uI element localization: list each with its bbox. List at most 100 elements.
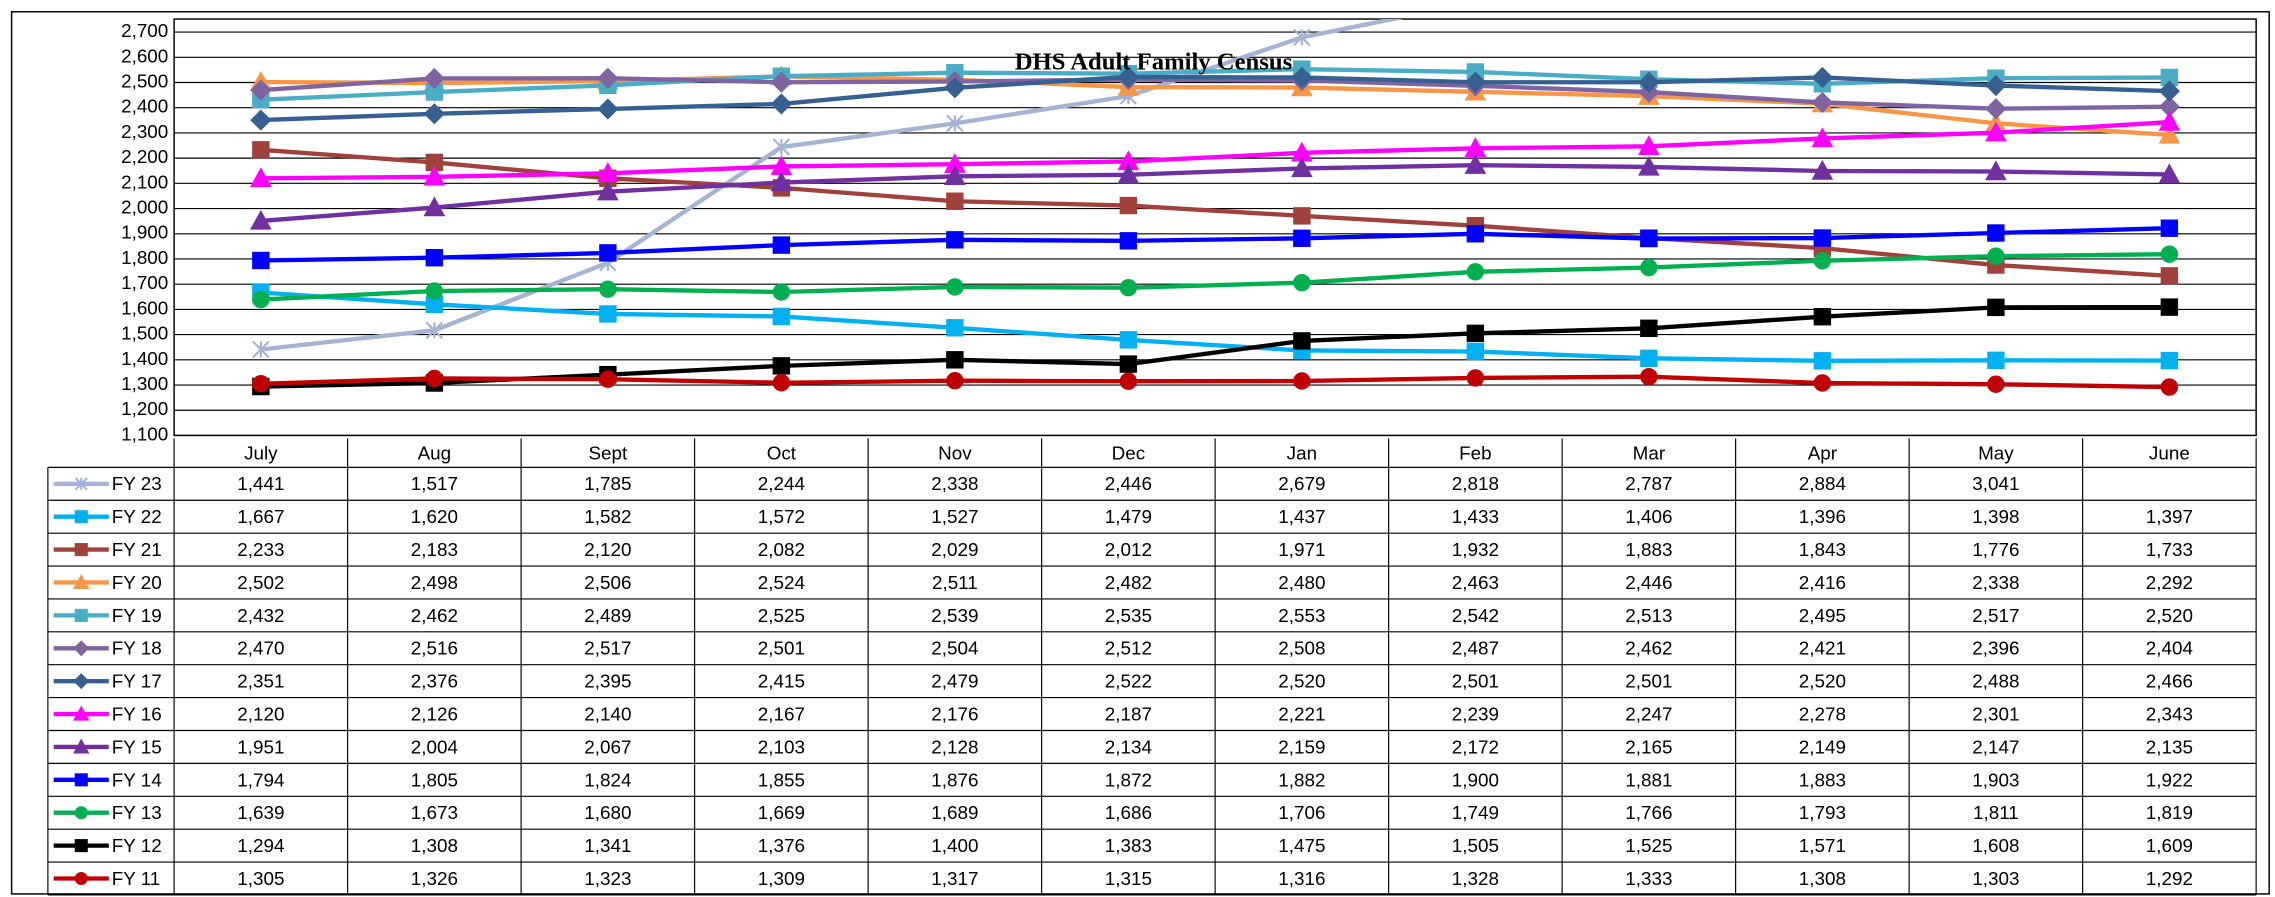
table-value: 2,187 [1105,703,1152,724]
table-value: 2,351 [237,671,284,692]
marker [599,370,617,388]
table-value: 2,525 [758,605,805,626]
marker [2160,378,2179,396]
table-value: 1,582 [584,506,631,527]
table-value: 2,542 [1452,605,1499,626]
legend-label: FY 20 [112,572,162,593]
table-value: 1,639 [237,802,284,823]
table-value: 2,004 [411,736,458,757]
marker [770,93,792,115]
y-tick-label: 1,700 [121,272,168,293]
x-tick-label: Sept [588,442,628,463]
x-tick-label: Jan [1287,442,1317,463]
marker [2160,351,2179,370]
table-value: 2,506 [584,572,631,593]
series-line [260,304,2170,389]
marker [1813,352,1832,370]
table-value: 2,120 [584,539,631,560]
marker [2158,110,2181,131]
marker [1119,232,1138,250]
table-value: 2,446 [1625,572,1672,593]
marker [599,305,617,323]
table-value: 1,376 [758,835,805,856]
table-value: 1,479 [1105,506,1152,527]
table-value: 1,669 [758,802,805,823]
marker [1638,71,1660,93]
table-value: 1,673 [411,802,458,823]
table-value: 1,811 [1973,802,2019,823]
table-value: 1,620 [411,506,458,527]
table-value: 1,341 [584,835,631,856]
marker [599,280,617,298]
y-tick-label: 2,700 [121,20,168,41]
table-value: 1,396 [1799,506,1846,527]
table-value: 2,395 [584,671,631,692]
table-value: 2,278 [1799,703,1846,724]
table-value: 2,140 [584,703,631,724]
table-value: 1,608 [1972,835,2019,856]
table-value: 1,406 [1625,506,1672,527]
table-value: 2,679 [1278,473,1325,494]
table-value: 2,501 [1625,671,1672,692]
y-tick-label: 2,400 [121,96,168,117]
marker [946,372,964,390]
table-value: 2,462 [1625,638,1672,659]
table-value: 2,376 [411,671,458,692]
marker [1811,159,1834,180]
marker [597,67,619,89]
table-value: 2,446 [1105,473,1152,494]
y-tick-label: 2,600 [121,45,168,66]
marker [2158,123,2181,144]
legend-marker [74,839,88,853]
y-tick-label: 1,900 [121,222,168,243]
table-value: 1,294 [237,835,284,856]
y-tick-label: 1,800 [121,247,168,268]
table-value: 2,502 [237,572,284,593]
legend-marker [73,738,90,754]
marker [1640,258,1658,277]
marker [1987,298,2005,317]
table-value: 2,176 [931,703,978,724]
legend-marker [74,608,88,622]
marker [1813,374,1832,392]
table-value: 2,421 [1799,638,1846,659]
marker [946,278,964,296]
marker [944,77,966,99]
marker [250,209,272,230]
x-tick-label: Apr [1808,442,1837,463]
table-value: 2,512 [1105,638,1152,659]
marker [1466,342,1485,361]
marker [1291,66,1313,89]
marker [1291,157,1313,178]
table-value: 2,135 [2146,736,2193,757]
table-value: 1,805 [411,769,458,790]
table-value: 1,881 [1625,769,1672,790]
table-value: 1,883 [1799,769,1846,790]
marker [946,192,964,210]
marker [1464,154,1487,174]
legend-label: FY 18 [112,638,162,659]
legend-label: FY 16 [112,703,162,724]
marker [1466,263,1485,281]
table-value: 2,012 [1105,539,1152,560]
table-value: 1,317 [931,868,978,889]
table-value: 2,489 [584,605,631,626]
table-value: 1,475 [1278,835,1325,856]
legend-marker [74,477,88,491]
marker [1293,229,1311,248]
table-value: 2,480 [1278,572,1325,593]
legend-label: FY 22 [112,506,162,527]
table-value: 1,441 [237,473,284,494]
table-value: 2,067 [584,736,631,757]
table-value: 2,516 [411,638,458,659]
table-value: 1,571 [1799,835,1846,856]
table-value: 2,167 [758,703,805,724]
table-value: 1,843 [1799,539,1846,560]
legend-marker [73,705,90,721]
table-value: 2,522 [1105,671,1152,692]
series-line [260,74,2170,123]
marker [772,236,791,254]
table-value: 2,247 [1625,703,1672,724]
x-tick-label: Dec [1112,442,1146,463]
